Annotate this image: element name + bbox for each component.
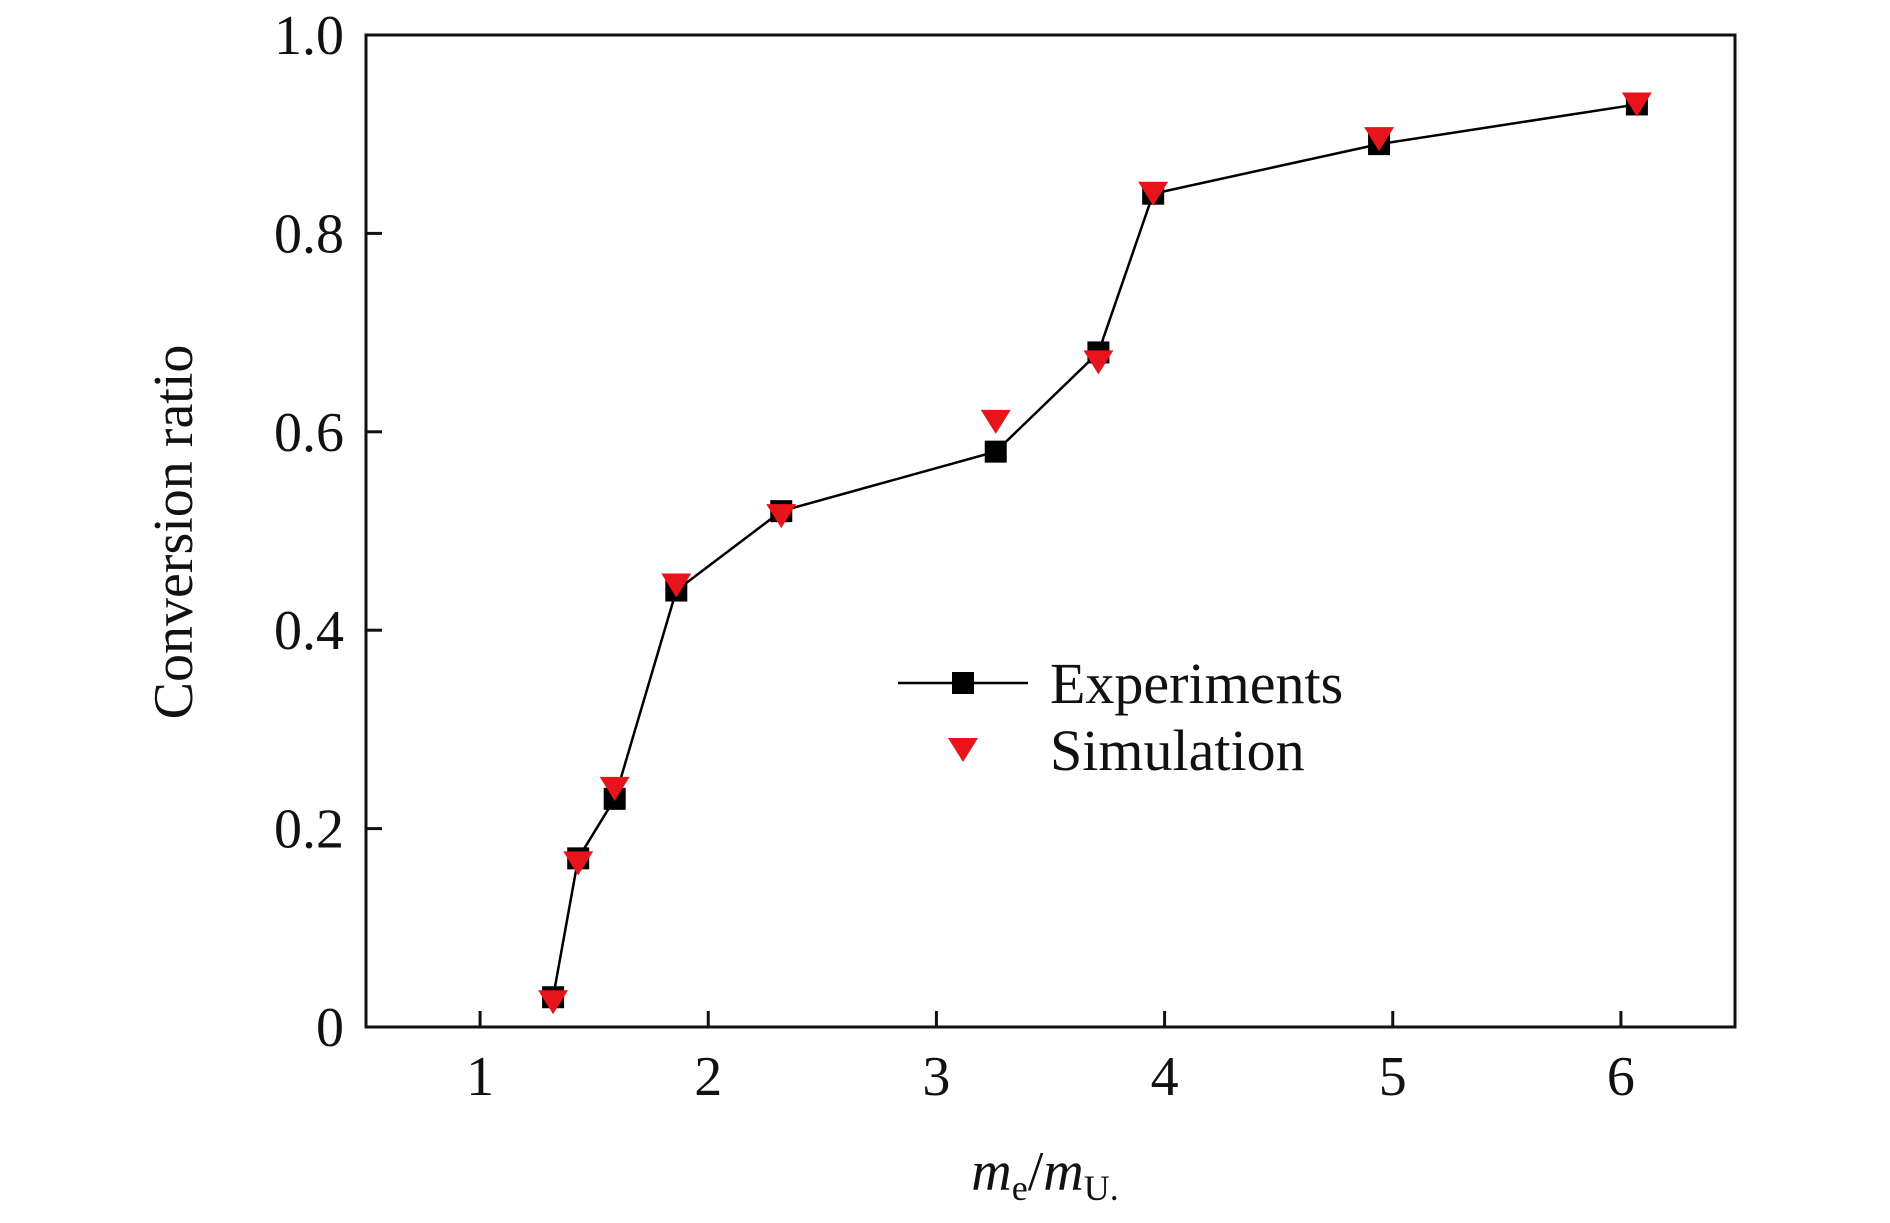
x-tick-label: 6 <box>1607 1046 1635 1108</box>
x-axis-title-slash: / <box>1028 1141 1044 1203</box>
x-axis-title-denominator-subscript: U. <box>1084 1168 1119 1208</box>
axis-ticks: 1 2 3 4 5 6 0 0.2 0.4 0.6 0.8 1.0 <box>274 5 1635 1108</box>
legend-triangle-marker <box>948 738 978 762</box>
x-tick-label: 4 <box>1151 1046 1179 1108</box>
x-axis-title: me/mU. <box>971 1141 1118 1208</box>
simulation-point <box>1621 92 1652 117</box>
y-axis-title: Conversion ratio <box>143 345 205 720</box>
series-line-experiments <box>551 103 1638 998</box>
simulation-point <box>1083 350 1114 375</box>
simulation-point <box>599 776 630 801</box>
x-tick-label: 3 <box>922 1046 950 1108</box>
legend-label: Experiments <box>1050 651 1343 716</box>
x-axis-title-main: m <box>971 1141 1011 1203</box>
y-tick-label: 0.2 <box>274 799 344 861</box>
plot-frame <box>364 33 1737 1029</box>
simulation-point <box>980 409 1011 434</box>
x-axis-title-denominator: m <box>1043 1141 1083 1203</box>
legend-item-experiments: Experiments <box>898 651 1343 716</box>
legend-label: Simulation <box>1050 718 1305 783</box>
data-marks <box>538 92 1652 1015</box>
simulation-point <box>1138 181 1169 206</box>
simulation-point <box>661 573 692 598</box>
simulation-point <box>538 990 569 1015</box>
y-tick-label: 0.6 <box>274 402 344 464</box>
simulation-point <box>563 851 594 876</box>
y-tick-label: 1.0 <box>274 5 344 67</box>
series-experiments <box>542 93 1648 1009</box>
y-tick-label: 0 <box>316 997 344 1059</box>
y-tick-label: 0.4 <box>274 600 344 662</box>
simulation-point <box>1364 127 1395 152</box>
simulation-point <box>766 504 797 529</box>
x-axis-title-main-subscript: e <box>1012 1168 1028 1208</box>
experiment-point <box>984 440 1007 463</box>
legend-square-marker <box>952 672 974 694</box>
x-tick-label: 5 <box>1379 1046 1407 1108</box>
x-tick-label: 2 <box>694 1046 722 1108</box>
legend-item-simulation: Simulation <box>948 718 1305 783</box>
series-simulation <box>538 92 1652 1015</box>
x-tick-label: 1 <box>466 1046 494 1108</box>
y-tick-label: 0.8 <box>274 203 344 265</box>
